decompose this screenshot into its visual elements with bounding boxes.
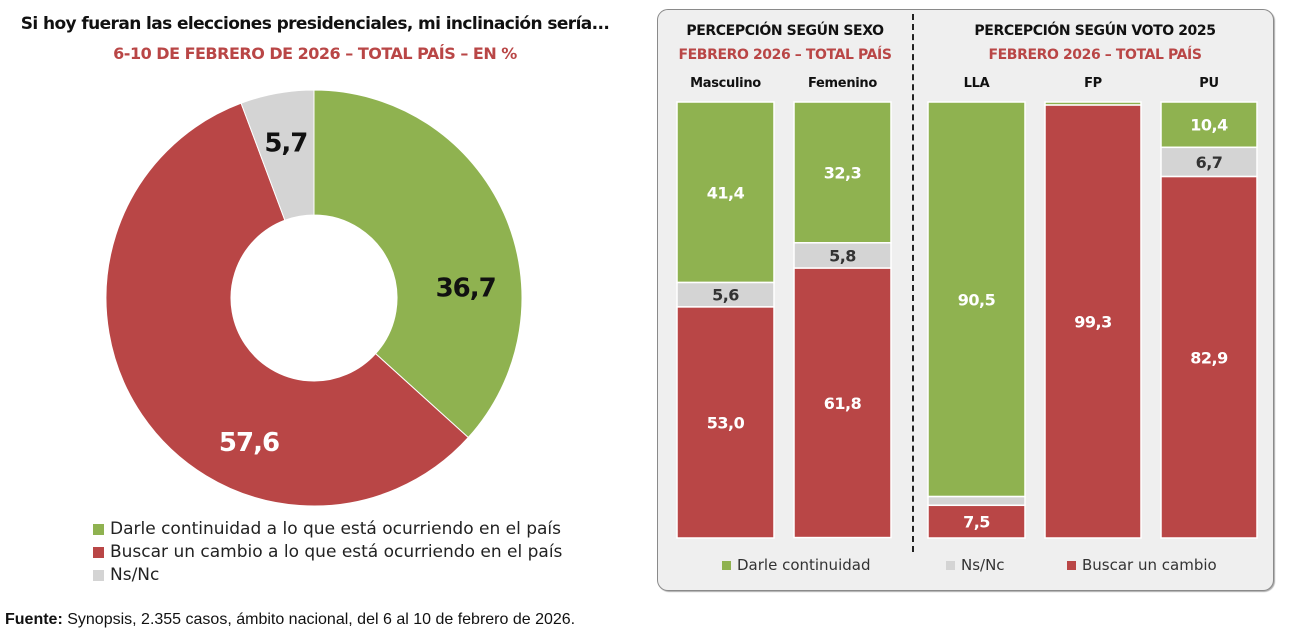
bar-data-label: 6,7 <box>1196 153 1223 172</box>
bar-data-label: 5,6 <box>712 286 739 305</box>
panel-divider <box>912 14 914 552</box>
bar-segment-pu-0 <box>1160 101 1258 149</box>
legend-item-cambio: Buscar un cambio a lo que está ocurriend… <box>93 541 562 564</box>
bar-segment-pu-2 <box>1160 175 1258 539</box>
legend-swatch-green <box>93 524 104 535</box>
bar-segment-masculino-2 <box>676 306 775 539</box>
donut-chart: 36,7 57,6 5,7 <box>105 89 523 507</box>
category-label-femenino: Femenino <box>807 76 878 91</box>
donut-slice <box>313 89 523 439</box>
bar-data-label: 7,5 <box>963 513 990 532</box>
bar-segment-lla-1 <box>927 495 1026 507</box>
source-note: Fuente: Synopsis, 2.355 casos, ámbito na… <box>5 611 575 629</box>
category-label-fp: FP <box>1084 76 1102 91</box>
donut-data-label: 36,7 <box>436 274 496 304</box>
bar-data-label: 5,8 <box>829 246 856 265</box>
bar-legend-item-nsnc: Ns/Nc <box>946 556 1005 574</box>
sexo-title: PERCEPCIÓN SEGÚN SEXO <box>686 23 884 39</box>
bar-data-label: 10,4 <box>1190 116 1228 135</box>
legend-label: Buscar un cambio <box>1082 556 1217 574</box>
bar-data-label: 90,5 <box>958 290 996 309</box>
bar-data-label: 99,3 <box>1074 313 1111 332</box>
voto-title: PERCEPCIÓN SEGÚN VOTO 2025 <box>974 23 1216 39</box>
donut-data-label: 5,7 <box>264 129 307 159</box>
legend-swatch-red <box>93 547 104 558</box>
stacked-bar-charts: 41,4 5,6 53,0 32,3 5,8 61,8 90,5 7,5 99,3 10,4 6,7… <box>676 101 1258 539</box>
sexo-subtitle: FEBRERO 2026 – TOTAL PAÍS <box>678 47 892 63</box>
legend-label: Buscar un cambio a lo que está ocurriend… <box>110 542 563 562</box>
donut-legend: Darle continuidad a lo que está ocurrien… <box>93 518 562 587</box>
chart-subtitle: 6-10 DE FEBRERO DE 2026 – TOTAL PAÍS – E… <box>113 44 517 63</box>
legend-item-nsnc: Ns/Nc <box>93 564 562 587</box>
legend-item-continuidad: Darle continuidad a lo que está ocurrien… <box>93 518 562 541</box>
source-text: Synopsis, 2.355 casos, ámbito nacional, … <box>62 611 576 628</box>
bar-data-label: 82,9 <box>1190 348 1228 367</box>
chart-title: Si hoy fueran las elecciones presidencia… <box>20 14 610 34</box>
bar-segment-lla-2 <box>927 504 1026 539</box>
legend-swatch-green <box>722 560 731 570</box>
legend-swatch-red <box>1067 560 1076 570</box>
source-label: Fuente: <box>5 611 63 628</box>
category-label-lla: LLA <box>963 76 990 91</box>
bar-data-label: 61,8 <box>824 394 862 413</box>
bar-legend-item-cambio: Buscar un cambio <box>1067 556 1217 574</box>
bar-segment-femenino-2 <box>793 267 892 539</box>
category-label-pu: PU <box>1199 76 1219 91</box>
bar-data-label: 41,4 <box>707 183 745 202</box>
legend-label: Darle continuidad a lo que está ocurrien… <box>110 519 562 539</box>
donut-slice <box>105 102 469 507</box>
voto-subtitle: FEBRERO 2026 – TOTAL PAÍS <box>988 47 1202 63</box>
category-label-masculino: Masculino <box>690 76 761 91</box>
legend-label: Darle continuidad <box>737 556 871 574</box>
bar-segment-masculino-1 <box>676 281 775 308</box>
bar-segment-fp-2 <box>1044 104 1142 539</box>
bar-data-label: 32,3 <box>824 163 861 182</box>
bar-segment-lla-0 <box>927 101 1026 498</box>
bar-segment-femenino-1 <box>793 242 892 269</box>
bar-segment-pu-1 <box>1160 146 1258 178</box>
bar-segment-masculino-0 <box>676 101 775 284</box>
bar-segment-femenino-0 <box>793 101 892 244</box>
bar-data-label: 53,0 <box>707 413 745 432</box>
legend-swatch-gray <box>946 560 955 570</box>
legend-label: Ns/Nc <box>110 565 160 585</box>
legend-swatch-gray <box>93 570 104 581</box>
bar-legend-item-continuidad: Darle continuidad <box>722 556 870 574</box>
legend-label: Ns/Nc <box>961 556 1005 574</box>
donut-data-label: 57,6 <box>219 428 279 458</box>
donut-slice <box>240 89 315 221</box>
